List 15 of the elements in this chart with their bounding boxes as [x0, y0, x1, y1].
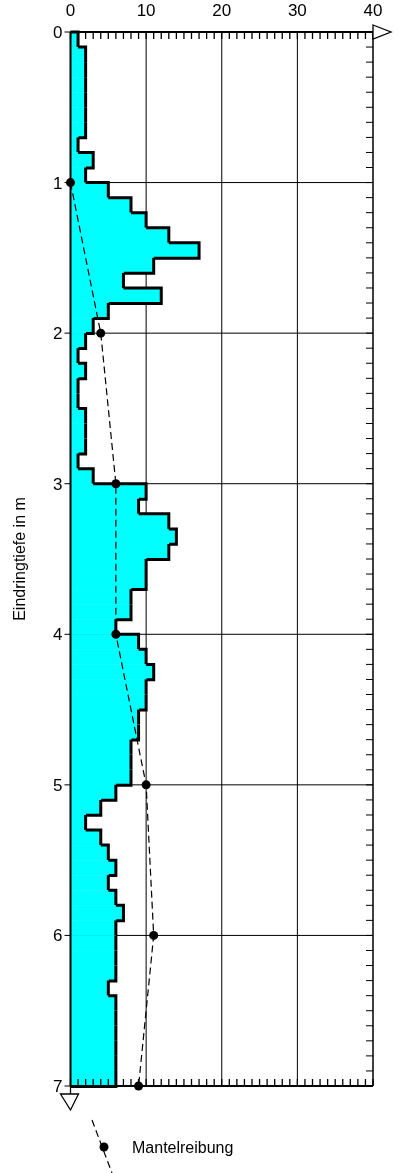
y-tick-label: 4	[53, 625, 63, 645]
x-tick-label: 20	[212, 1, 232, 20]
y-tick-label: 6	[53, 926, 63, 946]
y-tick-label: 0	[53, 23, 63, 42]
x-tick-label: 30	[287, 1, 307, 20]
y-tick-label: 3	[53, 474, 63, 494]
x-tick-label: 0	[65, 1, 76, 20]
legend-label: Mantelreibung	[132, 1139, 234, 1156]
y-tick-label: 7	[53, 1077, 63, 1096]
x-tick-label: 10	[136, 1, 156, 20]
y-axis-title: Eindringtiefe in m	[11, 497, 28, 621]
y-tick-label: 1	[53, 173, 63, 193]
x-tick-label: 40	[363, 1, 383, 20]
y-tick-label: 5	[53, 775, 63, 795]
y-tick-label: 2	[53, 324, 63, 344]
